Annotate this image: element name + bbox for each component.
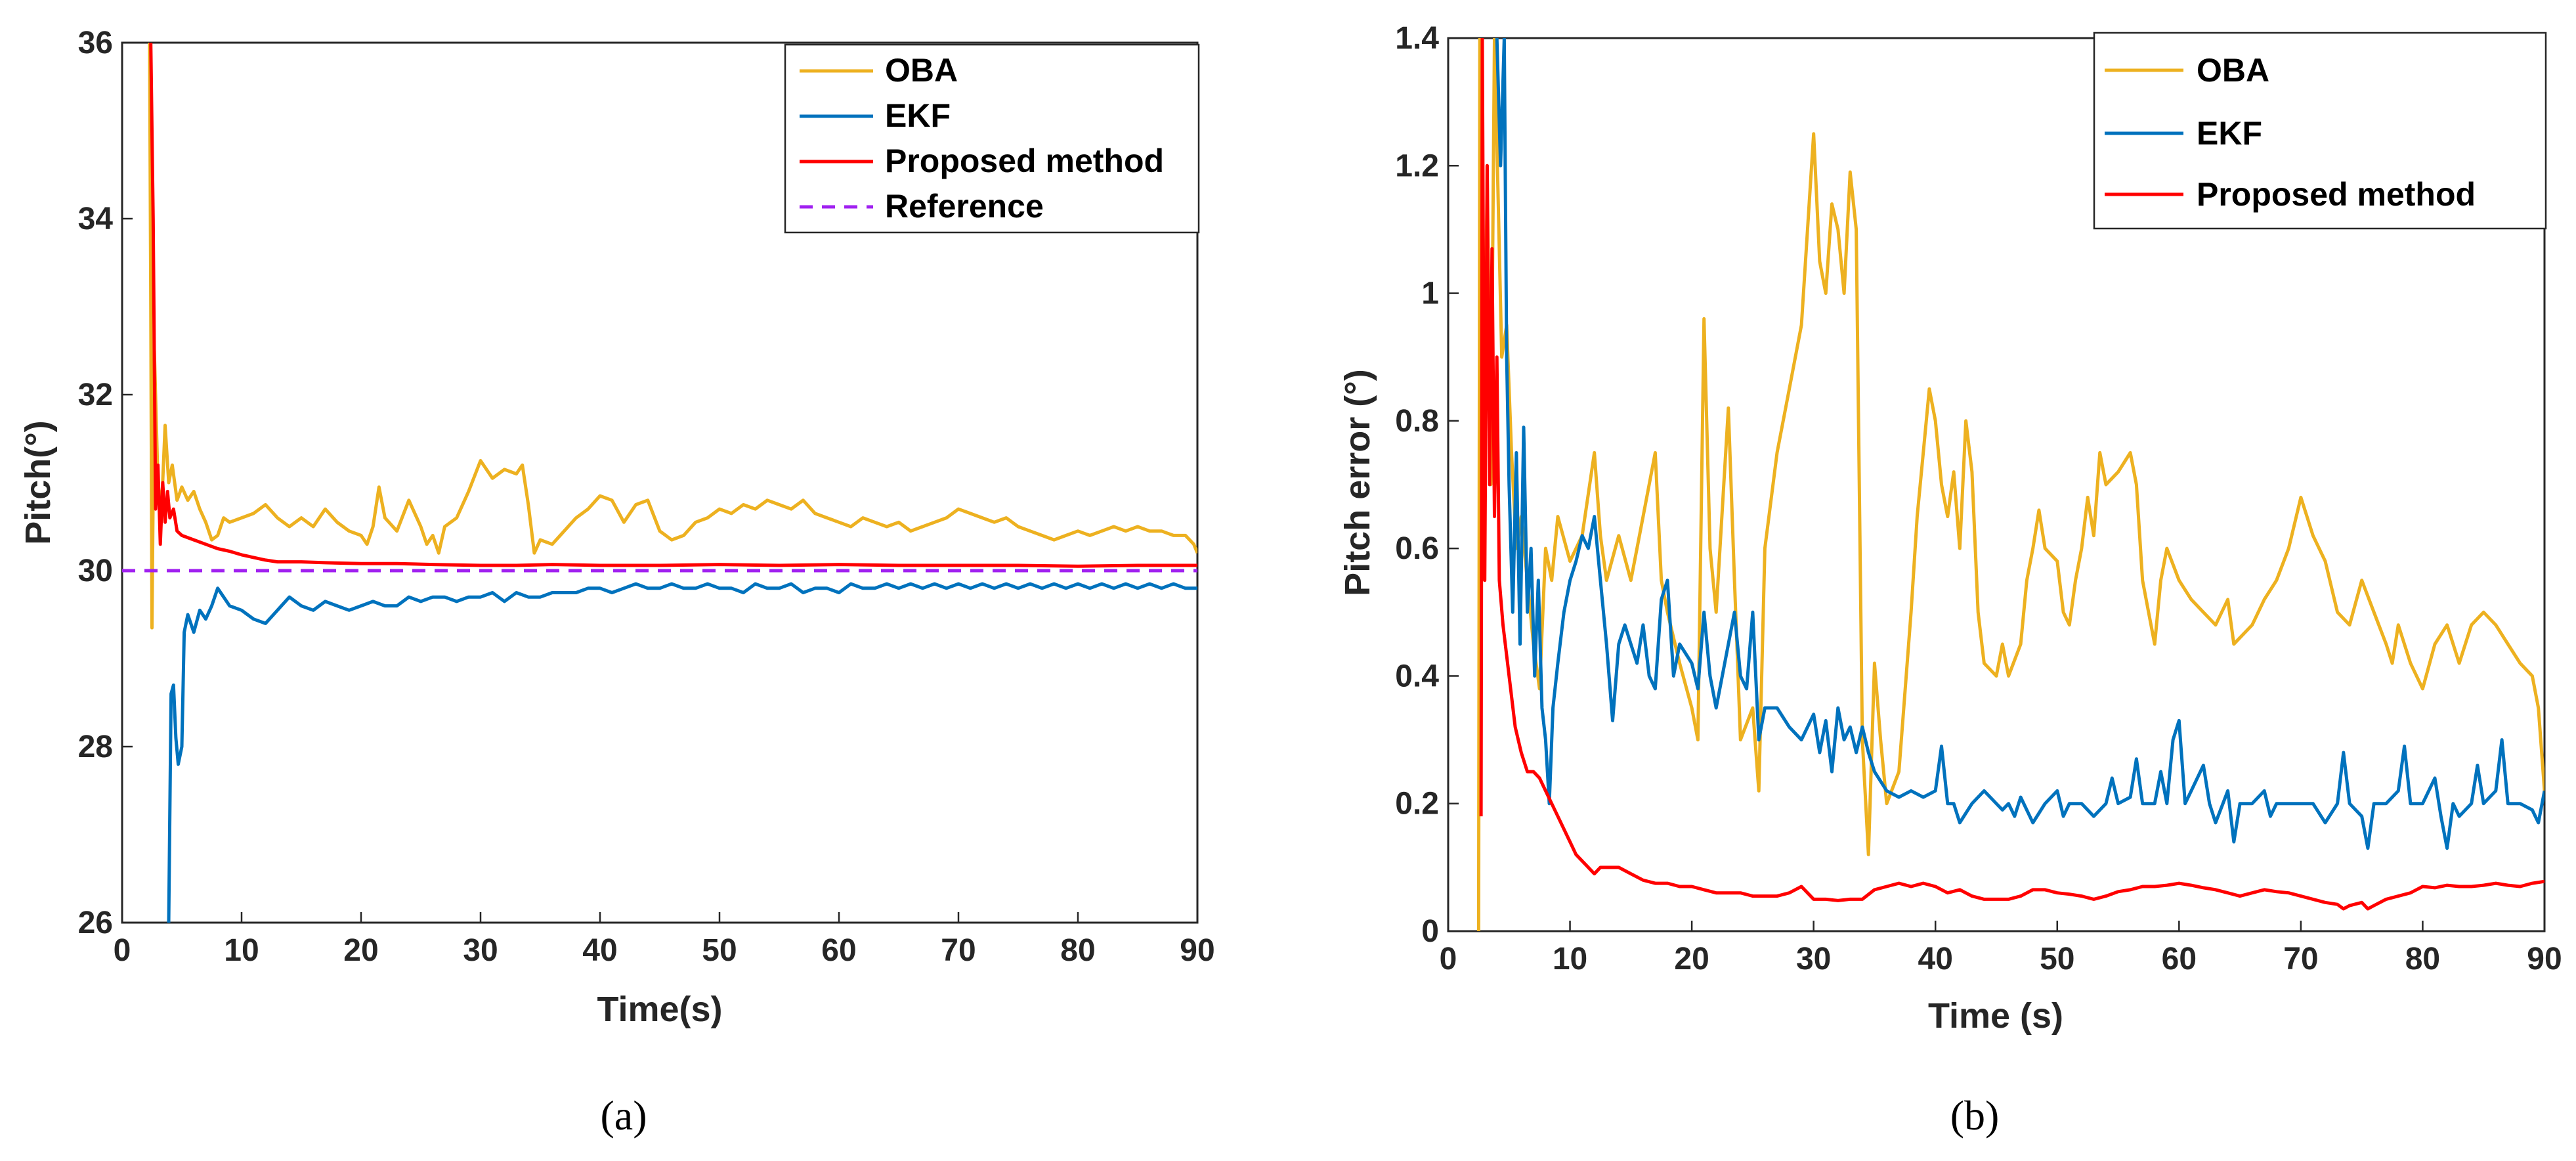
y-tick-label: 1.4 xyxy=(1395,21,1439,56)
legend-label-a-reference: Reference xyxy=(885,188,1044,225)
y-tick-label: 0 xyxy=(1421,914,1439,949)
y-tick-label: 30 xyxy=(78,554,113,588)
x-axis-label-a: Time(s) xyxy=(597,990,722,1029)
y-tick-label: 0.6 xyxy=(1395,531,1439,566)
legend-box-a xyxy=(784,43,1200,234)
series-line-a-ekf xyxy=(167,582,1197,923)
chart-a: 0 10 20 30 40 50 60 70 80 90 26 28 30 32 34 36 Time(s)… xyxy=(18,26,1215,1139)
x-tick-label: 20 xyxy=(1674,942,1709,976)
chart-b: 0 10 20 30 40 50 60 70 80 90 0 0.2 0.4 0.6 0.8 1 1.2 1.4… xyxy=(1338,21,2562,1139)
y-tick-label: 0.2 xyxy=(1395,787,1439,821)
y-tick-label: 1 xyxy=(1421,276,1439,311)
y-ticks-b: 0 0.2 0.4 0.6 0.8 1 1.2 1.4 xyxy=(1395,21,1459,949)
x-tick-label: 70 xyxy=(2283,942,2318,976)
x-tick-label: 70 xyxy=(941,933,976,968)
series-line-b-ekf xyxy=(1495,38,2544,850)
x-tick-label: 20 xyxy=(343,933,378,968)
x-tick-label: 10 xyxy=(1553,942,1587,976)
legend-label-a-ekf: EKF xyxy=(885,97,951,134)
x-tick-label: 60 xyxy=(821,933,856,968)
x-tick-label: 0 xyxy=(114,933,131,968)
x-tick-label: 60 xyxy=(2162,942,2197,976)
legend-label-a-oba: OBA xyxy=(885,52,958,89)
x-tick-label: 90 xyxy=(2527,942,2562,976)
series-line-a-oba xyxy=(148,43,1197,630)
y-tick-label: 36 xyxy=(78,26,113,60)
y-axis-label-b: Pitch error (°) xyxy=(1338,369,1377,596)
caption-a: (a) xyxy=(600,1092,647,1139)
y-tick-label: 0.8 xyxy=(1395,404,1439,439)
x-ticks-a: 0 10 20 30 40 50 60 70 80 90 xyxy=(114,912,1215,968)
y-tick-label: 32 xyxy=(78,378,113,412)
y-tick-label: 28 xyxy=(78,730,113,764)
legend-a: OBA EKF Proposed method Reference xyxy=(784,43,1200,234)
x-tick-label: 80 xyxy=(1060,933,1095,968)
legend-label-b-ekf: EKF xyxy=(2197,115,2262,152)
series-line-b-proposed-method xyxy=(1479,38,2544,911)
y-axis-label-a: Pitch(°) xyxy=(18,420,58,545)
series-group-a xyxy=(122,43,1197,923)
x-tick-label: 30 xyxy=(463,933,498,968)
y-tick-label: 34 xyxy=(78,202,114,236)
series-group-b xyxy=(1476,38,2544,931)
y-tick-label: 1.2 xyxy=(1395,148,1439,183)
legend-b: OBA EKF Proposed method xyxy=(2093,32,2547,230)
legend-label-b-oba: OBA xyxy=(2197,52,2269,89)
y-tick-label: 0.4 xyxy=(1395,659,1439,693)
x-tick-label: 40 xyxy=(582,933,617,968)
legend-label-b-proposed: Proposed method xyxy=(2197,176,2476,213)
x-tick-label: 90 xyxy=(1180,933,1214,968)
x-ticks-b: 0 10 20 30 40 50 60 70 80 90 xyxy=(1440,921,2562,976)
x-tick-label: 30 xyxy=(1796,942,1831,976)
caption-b: (b) xyxy=(1950,1092,2000,1139)
y-tick-label: 26 xyxy=(78,906,113,940)
x-tick-label: 40 xyxy=(1918,942,1953,976)
x-tick-label: 50 xyxy=(2040,942,2074,976)
series-line-b-oba xyxy=(1476,38,2544,931)
x-tick-label: 50 xyxy=(702,933,737,968)
y-ticks-a: 26 28 30 32 34 36 xyxy=(78,26,133,940)
x-tick-label: 0 xyxy=(1440,942,1457,976)
x-axis-label-b: Time (s) xyxy=(1928,996,2063,1036)
x-tick-label: 80 xyxy=(2405,942,2440,976)
x-tick-label: 10 xyxy=(224,933,259,968)
series-line-a-proposed-method xyxy=(149,43,1197,568)
legend-label-a-proposed: Proposed method xyxy=(885,142,1164,179)
